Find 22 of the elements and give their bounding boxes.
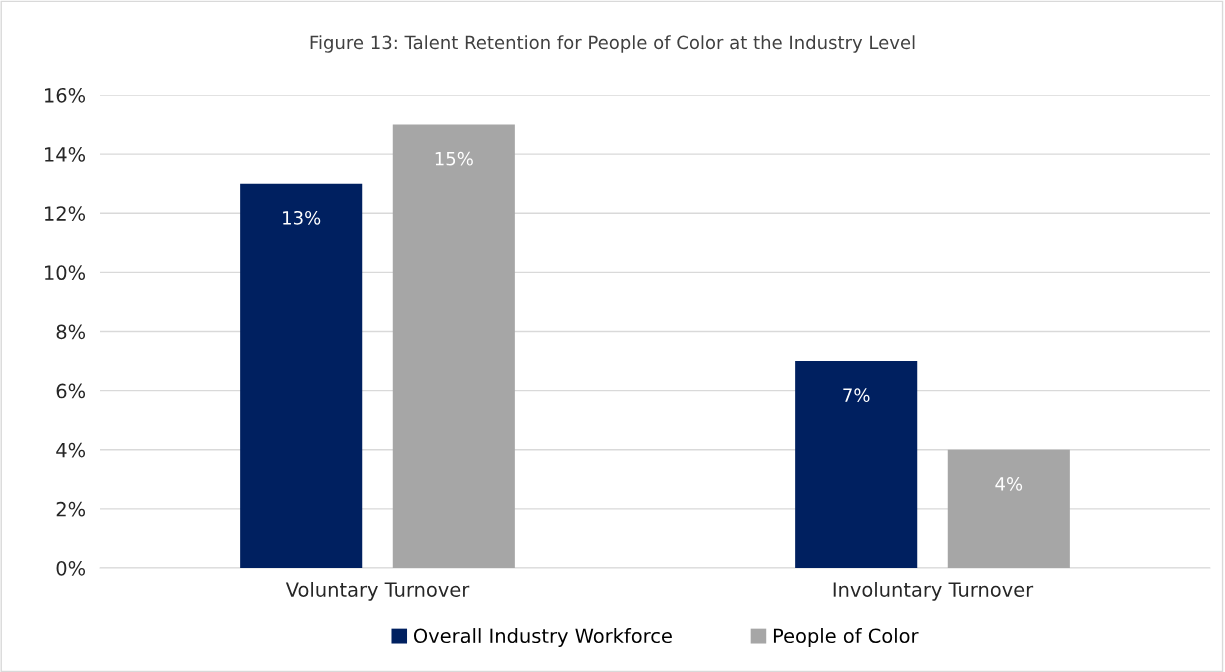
y-tick-label: 10% xyxy=(45,265,86,281)
data-label: 4% xyxy=(995,477,1023,491)
chart-title: Figure 13: Talent Retention for People of Color at the Industry Level xyxy=(310,35,915,53)
y-tick-label: 6% xyxy=(56,383,86,399)
bar xyxy=(392,124,515,568)
x-tick-label: Voluntary Turnover xyxy=(285,581,470,601)
data-label: 13% xyxy=(283,210,321,225)
bar xyxy=(795,361,918,568)
bar xyxy=(240,183,363,568)
x-tick-label: Involuntary Turnover xyxy=(833,581,1034,601)
data-label: 7% xyxy=(843,388,870,403)
y-tick-label: 4% xyxy=(56,442,86,458)
y-tick-label: 16% xyxy=(45,87,86,103)
legend-label: Overall Industry Workforce xyxy=(413,628,672,647)
y-tick-label: 8% xyxy=(56,324,86,340)
legend-label: People of Color xyxy=(773,628,919,647)
y-tick-label: 12% xyxy=(45,206,86,221)
y-tick-label: 2% xyxy=(56,501,86,517)
y-tick-label: 14% xyxy=(45,147,86,162)
y-tick-label: 0% xyxy=(56,560,86,576)
bar xyxy=(947,449,1070,568)
data-label: 15% xyxy=(435,151,473,166)
